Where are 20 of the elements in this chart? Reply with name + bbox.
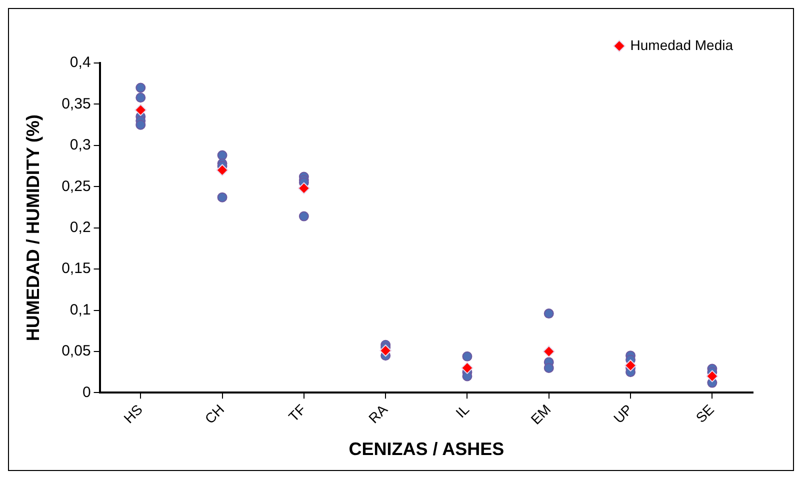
y-tick-label: 0,1 bbox=[70, 301, 91, 318]
y-tick-label: 0,2 bbox=[70, 218, 91, 236]
x-tick-label: UP bbox=[610, 401, 636, 426]
y-tick-label: 0,15 bbox=[62, 260, 91, 278]
x-tick-label: IL bbox=[452, 401, 472, 421]
y-tick-label: 0,4 bbox=[70, 54, 91, 72]
y-axis-title: HUMEDAD / HUMIDITY (%) bbox=[22, 114, 43, 342]
y-tick-label: 0 bbox=[82, 384, 91, 401]
y-tick-label: 0,05 bbox=[62, 342, 91, 360]
x-tick-label: TF bbox=[285, 401, 309, 425]
legend-label: Humedad Media bbox=[630, 36, 734, 53]
x-tick-label: RA bbox=[365, 400, 391, 426]
y-tick-label: 0,35 bbox=[62, 95, 91, 112]
x-tick-label: HS bbox=[120, 401, 146, 426]
x-axis-title: CENIZAS / ASHES bbox=[348, 439, 504, 460]
x-tick-label: EM bbox=[528, 401, 554, 428]
x-tick-label: SE bbox=[692, 401, 718, 426]
x-tick-label: CH bbox=[202, 401, 228, 427]
y-tick-label: 0,3 bbox=[70, 136, 91, 154]
y-tick-label: 0,25 bbox=[62, 178, 91, 195]
